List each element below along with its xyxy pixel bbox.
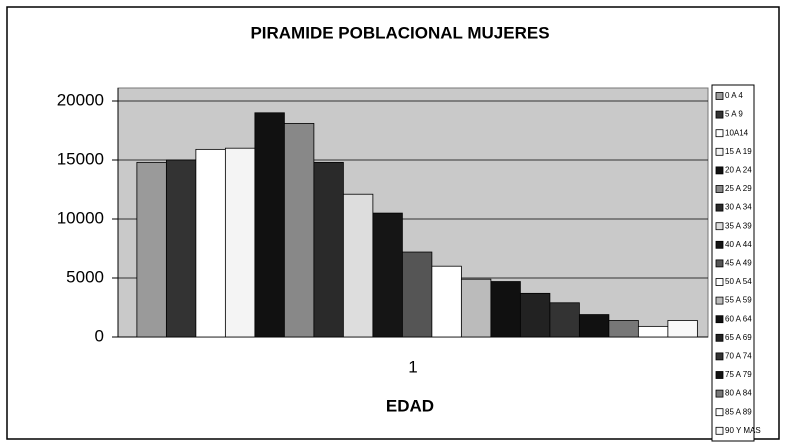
- legend-swatch: [715, 278, 724, 286]
- legend-label: 55 A 59: [725, 296, 752, 305]
- bar: [283, 123, 315, 338]
- legend-swatch: [715, 315, 724, 324]
- bar: [549, 302, 580, 338]
- bar: [313, 161, 344, 338]
- legend-swatch: [715, 185, 724, 193]
- legend-label: 65 A 69: [725, 333, 752, 342]
- legend-label: 40 A 44: [725, 240, 752, 249]
- bar: [431, 265, 462, 338]
- legend-swatch: [715, 352, 724, 361]
- bar: [224, 147, 256, 338]
- legend-swatch: [715, 371, 724, 379]
- legend-swatch: [715, 222, 724, 231]
- bar: [195, 148, 226, 338]
- legend-swatch: [715, 129, 724, 138]
- y-tick-label: 20000: [57, 90, 104, 109]
- y-tick-label: 5000: [66, 267, 104, 286]
- legend-swatch: [715, 147, 724, 156]
- legend-label: 0 A 4: [725, 91, 743, 100]
- legend-label: 85 A 89: [725, 407, 752, 416]
- legend-label: 80 A 84: [725, 389, 752, 398]
- bar: [637, 325, 669, 338]
- legend-swatch: [715, 259, 724, 268]
- legend-label: 25 A 29: [725, 184, 752, 193]
- bar: [460, 278, 492, 338]
- legend-swatch: [715, 296, 724, 305]
- bar: [608, 320, 639, 338]
- legend-swatch: [715, 333, 724, 342]
- bar: [254, 112, 285, 338]
- chart-title: PIRAMIDE POBLACIONAL MUJERES: [250, 23, 549, 42]
- legend-label: 20 A 24: [725, 166, 752, 175]
- legend-label: 5 A 9: [725, 110, 743, 119]
- legend-swatch: [715, 389, 724, 398]
- y-tick-label: 0: [95, 326, 104, 345]
- legend-label: 45 A 49: [725, 259, 752, 268]
- bar: [519, 292, 551, 338]
- legend-label: 60 A 64: [725, 314, 752, 323]
- x-axis-label: EDAD: [386, 396, 434, 415]
- legend-label: 50 A 54: [725, 277, 752, 286]
- bar: [342, 193, 374, 338]
- x-tick-label: 1: [408, 357, 417, 376]
- legend-swatch: [715, 110, 724, 119]
- bar: [667, 320, 698, 338]
- legend-label: 10A14: [725, 128, 749, 137]
- bar: [165, 159, 197, 338]
- legend-swatch: [715, 166, 724, 175]
- legend-label: 70 A 74: [725, 352, 752, 361]
- bar: [578, 314, 610, 338]
- legend-label: 75 A 79: [725, 370, 752, 379]
- legend-swatch: [715, 426, 724, 435]
- legend-label: 35 A 39: [725, 221, 752, 230]
- bar: [401, 251, 433, 338]
- legend-label: 30 A 34: [725, 203, 752, 212]
- bar: [490, 281, 521, 338]
- legend-swatch: [715, 408, 724, 417]
- legend-swatch: [715, 240, 724, 249]
- y-tick-label: 15000: [57, 149, 104, 168]
- bar: [372, 212, 403, 338]
- y-tick-label: 10000: [57, 208, 104, 227]
- legend-label: 15 A 19: [725, 147, 752, 156]
- legend-swatch: [715, 203, 724, 212]
- legend-label: 90 Y MAS: [725, 426, 761, 435]
- legend-swatch: [715, 92, 724, 100]
- bar: [136, 161, 167, 338]
